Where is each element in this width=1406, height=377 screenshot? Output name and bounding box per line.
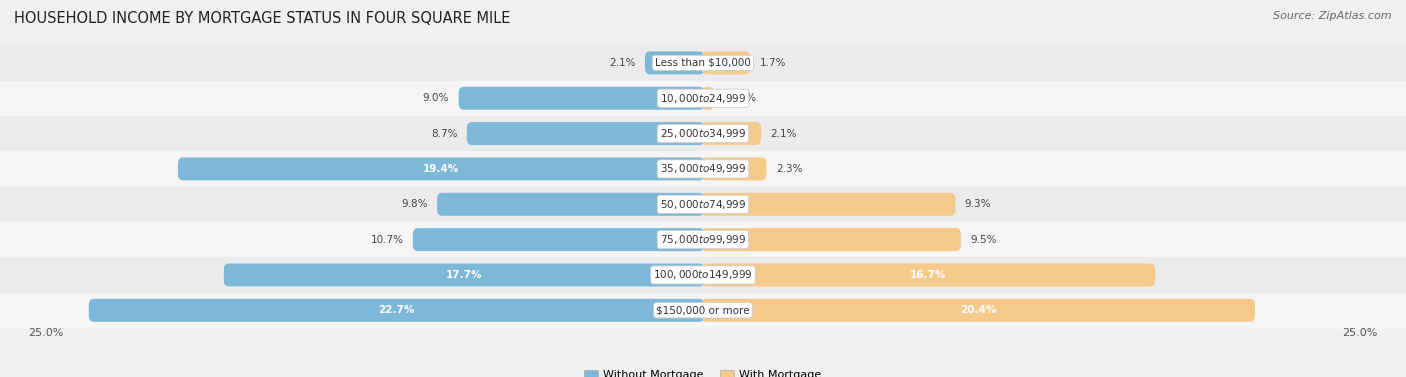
FancyBboxPatch shape <box>702 228 960 251</box>
Text: 2.3%: 2.3% <box>776 164 803 174</box>
Text: $100,000 to $149,999: $100,000 to $149,999 <box>654 268 752 282</box>
FancyBboxPatch shape <box>702 158 766 181</box>
Bar <box>0 222 1406 257</box>
Text: 20.4%: 20.4% <box>960 305 997 315</box>
FancyBboxPatch shape <box>467 122 704 145</box>
Text: $10,000 to $24,999: $10,000 to $24,999 <box>659 92 747 105</box>
Text: 10.7%: 10.7% <box>370 234 404 245</box>
Text: 1.7%: 1.7% <box>759 58 786 68</box>
FancyBboxPatch shape <box>702 122 761 145</box>
FancyBboxPatch shape <box>437 193 704 216</box>
Text: 19.4%: 19.4% <box>423 164 460 174</box>
Bar <box>0 45 1406 81</box>
Text: $35,000 to $49,999: $35,000 to $49,999 <box>659 162 747 175</box>
Bar <box>0 151 1406 187</box>
FancyBboxPatch shape <box>702 264 1156 287</box>
FancyBboxPatch shape <box>702 299 1256 322</box>
Text: 25.0%: 25.0% <box>28 328 63 338</box>
FancyBboxPatch shape <box>179 158 704 181</box>
Text: HOUSEHOLD INCOME BY MORTGAGE STATUS IN FOUR SQUARE MILE: HOUSEHOLD INCOME BY MORTGAGE STATUS IN F… <box>14 11 510 26</box>
Text: 2.1%: 2.1% <box>609 58 636 68</box>
Text: 16.7%: 16.7% <box>910 270 946 280</box>
Bar <box>0 81 1406 116</box>
Bar <box>0 257 1406 293</box>
Bar <box>0 187 1406 222</box>
Text: Source: ZipAtlas.com: Source: ZipAtlas.com <box>1274 11 1392 21</box>
Text: $50,000 to $74,999: $50,000 to $74,999 <box>659 198 747 211</box>
FancyBboxPatch shape <box>224 264 704 287</box>
Text: 9.5%: 9.5% <box>970 234 997 245</box>
Bar <box>0 293 1406 328</box>
FancyBboxPatch shape <box>702 87 713 110</box>
Text: $25,000 to $34,999: $25,000 to $34,999 <box>659 127 747 140</box>
FancyBboxPatch shape <box>458 87 704 110</box>
Text: 9.3%: 9.3% <box>965 199 991 209</box>
Text: 9.8%: 9.8% <box>401 199 427 209</box>
Text: 0.34%: 0.34% <box>723 93 756 103</box>
Text: 25.0%: 25.0% <box>1343 328 1378 338</box>
FancyBboxPatch shape <box>702 51 751 74</box>
Text: 2.1%: 2.1% <box>770 129 797 139</box>
Text: 17.7%: 17.7% <box>446 270 482 280</box>
Text: Less than $10,000: Less than $10,000 <box>655 58 751 68</box>
FancyBboxPatch shape <box>702 193 956 216</box>
Text: 8.7%: 8.7% <box>430 129 457 139</box>
Text: 22.7%: 22.7% <box>378 305 415 315</box>
FancyBboxPatch shape <box>645 51 704 74</box>
FancyBboxPatch shape <box>89 299 704 322</box>
Text: 9.0%: 9.0% <box>423 93 450 103</box>
FancyBboxPatch shape <box>413 228 704 251</box>
Text: $150,000 or more: $150,000 or more <box>657 305 749 315</box>
Text: $75,000 to $99,999: $75,000 to $99,999 <box>659 233 747 246</box>
Bar <box>0 116 1406 151</box>
Legend: Without Mortgage, With Mortgage: Without Mortgage, With Mortgage <box>579 365 827 377</box>
